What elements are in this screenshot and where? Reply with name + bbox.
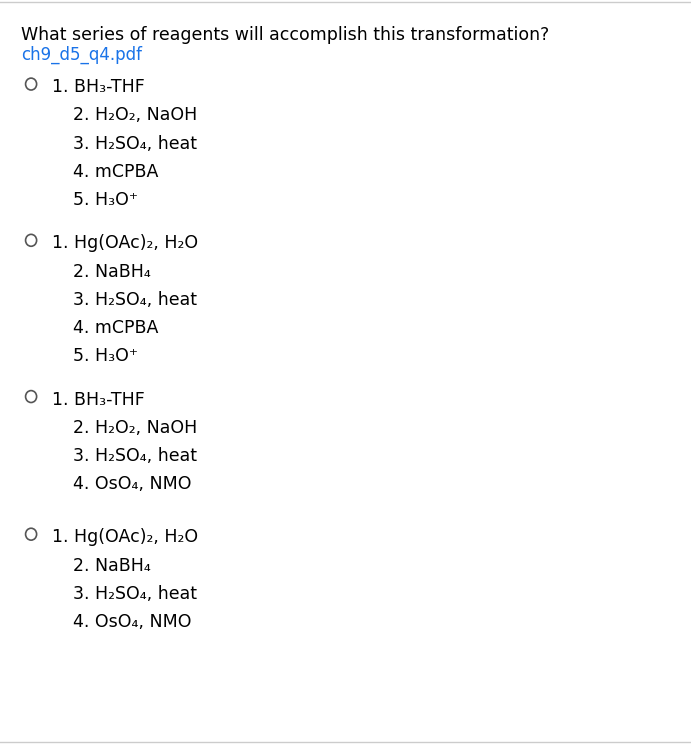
Text: 2. H₂O₂, NaOH: 2. H₂O₂, NaOH bbox=[72, 419, 197, 437]
Text: 4. mCPBA: 4. mCPBA bbox=[72, 163, 158, 181]
Text: 3. H₂SO₄, heat: 3. H₂SO₄, heat bbox=[72, 291, 196, 309]
Text: 1. BH₃-THF: 1. BH₃-THF bbox=[52, 391, 145, 408]
Text: 4. mCPBA: 4. mCPBA bbox=[72, 319, 158, 337]
Text: 2. NaBH₄: 2. NaBH₄ bbox=[72, 557, 150, 574]
Text: 3. H₂SO₄, heat: 3. H₂SO₄, heat bbox=[72, 585, 196, 603]
Text: 2. H₂O₂, NaOH: 2. H₂O₂, NaOH bbox=[72, 106, 197, 124]
Text: 5. H₃O⁺: 5. H₃O⁺ bbox=[72, 191, 138, 209]
Text: What series of reagents will accomplish this transformation?: What series of reagents will accomplish … bbox=[21, 26, 549, 44]
Text: 4. OsO₄, NMO: 4. OsO₄, NMO bbox=[72, 613, 191, 631]
Text: 3. H₂SO₄, heat: 3. H₂SO₄, heat bbox=[72, 447, 196, 465]
Text: 1. BH₃-THF: 1. BH₃-THF bbox=[52, 78, 145, 96]
Text: 4. OsO₄, NMO: 4. OsO₄, NMO bbox=[72, 475, 191, 493]
Text: 1. Hg(OAc)₂, H₂O: 1. Hg(OAc)₂, H₂O bbox=[52, 528, 198, 546]
Text: ch9_d5_q4.pdf: ch9_d5_q4.pdf bbox=[21, 46, 142, 65]
Text: 3. H₂SO₄, heat: 3. H₂SO₄, heat bbox=[72, 135, 196, 153]
Text: 1. Hg(OAc)₂, H₂O: 1. Hg(OAc)₂, H₂O bbox=[52, 234, 198, 252]
Text: 5. H₃O⁺: 5. H₃O⁺ bbox=[72, 347, 138, 365]
Text: 2. NaBH₄: 2. NaBH₄ bbox=[72, 263, 150, 280]
